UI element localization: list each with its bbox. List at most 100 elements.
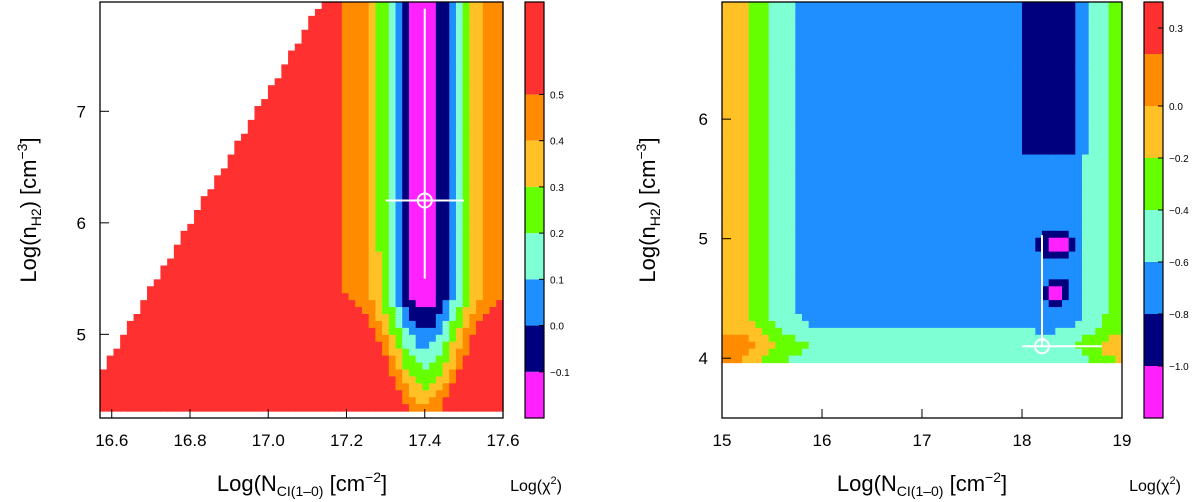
heatmap-cell <box>328 43 336 52</box>
heatmap-cell <box>489 397 497 405</box>
heatmap-cell <box>822 210 830 218</box>
heatmap-cell <box>194 272 202 280</box>
heatmap-cell <box>895 265 903 273</box>
heatmap-cell <box>982 15 990 24</box>
heatmap-cell <box>388 85 397 93</box>
heatmap-cell <box>281 126 289 135</box>
heatmap-cell <box>261 189 269 197</box>
heatmap-cell <box>935 348 943 357</box>
heatmap-cell <box>962 230 970 239</box>
heatmap-cell <box>955 230 963 239</box>
heatmap-cell <box>822 237 830 246</box>
heatmap-cell <box>288 369 296 377</box>
heatmap-cell <box>815 320 823 329</box>
colorbar-band <box>525 94 544 141</box>
heatmap-cell <box>862 106 870 114</box>
heatmap-cell <box>395 327 403 336</box>
heatmap-cell <box>462 210 471 218</box>
heatmap-cell <box>795 334 803 343</box>
heatmap-cell <box>935 189 943 197</box>
heatmap-cell <box>482 78 491 86</box>
heatmap-cell <box>173 320 182 329</box>
heatmap-cell <box>442 8 450 17</box>
heatmap-cell <box>828 126 836 135</box>
heatmap-cell <box>274 369 282 377</box>
heatmap-cell <box>842 279 850 287</box>
heatmap-cell <box>768 175 776 183</box>
heatmap-cell <box>402 50 410 59</box>
heatmap-cell <box>902 355 910 364</box>
heatmap-cell <box>1008 182 1016 190</box>
heatmap-cell <box>742 237 750 246</box>
heatmap-cell <box>469 265 477 273</box>
heatmap-cell <box>815 2 823 10</box>
heatmap-cell <box>988 8 996 17</box>
heatmap-cell <box>822 99 830 107</box>
heatmap-cell <box>301 85 309 93</box>
heatmap-cell <box>782 258 790 267</box>
heatmap-cell <box>895 43 903 52</box>
heatmap-cell <box>982 22 990 31</box>
heatmap-cell <box>822 272 830 280</box>
heatmap-cell <box>808 230 816 239</box>
heatmap-cell <box>748 43 756 52</box>
heatmap-cell <box>922 244 930 253</box>
heatmap-cell <box>835 341 843 350</box>
heatmap-cell <box>942 112 950 121</box>
heatmap-cell <box>395 29 403 38</box>
heatmap-cell <box>147 376 155 384</box>
heatmap-cell <box>888 140 896 149</box>
heatmap-cell <box>855 36 863 45</box>
heatmap-cell <box>429 36 437 45</box>
heatmap-cell <box>314 15 323 24</box>
heatmap-cell <box>735 71 743 79</box>
heatmap-cell <box>1008 168 1016 176</box>
heatmap-cell <box>308 92 316 100</box>
heatmap-cell <box>187 230 195 239</box>
heatmap-cell <box>314 182 323 190</box>
heatmap-cell <box>922 182 930 190</box>
heatmap-cell <box>762 168 770 176</box>
heatmap-cell <box>902 307 910 315</box>
colorbar-band <box>525 371 544 418</box>
heatmap-cell <box>415 22 423 31</box>
heatmap-cell <box>728 307 736 315</box>
heatmap-cell <box>449 112 457 121</box>
heatmap-cell <box>908 147 916 156</box>
heatmap-cell <box>915 99 923 107</box>
heatmap-cell <box>469 230 477 239</box>
heatmap-cell <box>489 2 497 10</box>
heatmap-cell <box>948 237 956 246</box>
heatmap-cell <box>261 362 269 371</box>
heatmap-cell <box>962 71 970 79</box>
heatmap-cell <box>1008 258 1016 267</box>
heatmap-cell <box>862 85 870 93</box>
heatmap-cell <box>455 251 464 260</box>
heatmap-cell <box>241 383 249 391</box>
heatmap-cell <box>160 307 168 315</box>
heatmap-cell <box>281 314 289 322</box>
heatmap-cell <box>496 320 504 329</box>
heatmap-cell <box>173 376 182 384</box>
heatmap-cell <box>227 230 235 239</box>
heatmap-cell <box>382 182 390 190</box>
heatmap-cell <box>742 203 750 211</box>
heatmap-cell <box>382 2 390 10</box>
heatmap-cell <box>728 210 736 218</box>
heatmap-cell <box>462 362 471 371</box>
heatmap-cell <box>214 397 222 405</box>
heatmap-cell <box>227 168 235 176</box>
heatmap-cell <box>348 43 356 52</box>
heatmap-cell <box>301 161 309 169</box>
heatmap-cell <box>822 230 830 239</box>
heatmap-cell <box>429 119 437 128</box>
heatmap-cell <box>808 154 816 163</box>
heatmap-cell <box>288 258 296 267</box>
heatmap-cell <box>955 355 963 364</box>
heatmap-cell <box>808 258 816 267</box>
heatmap-cell <box>321 390 329 398</box>
heatmap-cell <box>402 320 410 329</box>
heatmap-cell <box>234 196 242 204</box>
heatmap-cell <box>489 168 497 176</box>
heatmap-cell <box>862 147 870 156</box>
